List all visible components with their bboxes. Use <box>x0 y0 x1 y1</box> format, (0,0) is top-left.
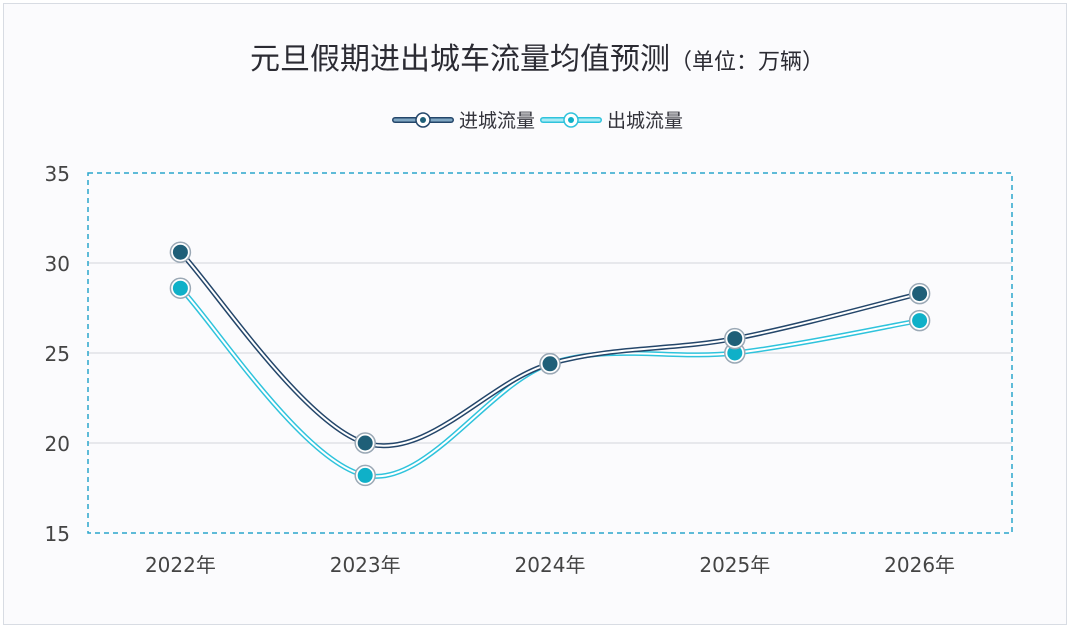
x-tick-label: 2024年 <box>515 553 586 577</box>
y-tick-label: 15 <box>45 522 70 546</box>
legend-label-inbound: 进城流量 <box>458 110 535 132</box>
series-line <box>178 250 921 449</box>
y-tick-label: 35 <box>45 162 70 186</box>
series-line-inner <box>179 287 920 478</box>
x-tick-label: 2022年 <box>145 553 216 577</box>
data-point <box>912 313 928 329</box>
chart-frame <box>3 3 1067 625</box>
legend-label-outbound: 出城流量 <box>607 110 684 132</box>
data-point <box>912 286 928 302</box>
legend-item-outbound[interactable]: 出城流量 <box>539 106 683 133</box>
data-point <box>357 435 373 451</box>
data-point <box>727 331 743 347</box>
legend-marker-outbound-icon <box>540 111 602 128</box>
y-tick-label: 30 <box>45 252 70 276</box>
x-tick-label: 2023年 <box>330 553 401 577</box>
x-tick-label: 2026年 <box>884 553 955 577</box>
series-line <box>178 286 921 479</box>
y-tick-label: 25 <box>45 342 70 366</box>
data-point <box>172 280 188 296</box>
title-text: 元旦假期进出城车流量均值预测 <box>249 42 670 77</box>
legend-item-inbound[interactable]: 进城流量 <box>391 106 535 133</box>
data-point <box>172 244 188 260</box>
data-point <box>542 356 558 372</box>
legend: 进城流量 出城流量 <box>0 106 1074 133</box>
y-tick-label: 20 <box>45 432 70 456</box>
data-point <box>727 345 743 361</box>
data-point <box>357 467 373 483</box>
plot-border <box>87 172 1013 534</box>
chart-title: 元旦假期进出城车流量均值预测（单位：万辆） <box>0 34 1074 78</box>
series-line-inner <box>179 251 920 447</box>
legend-marker-inbound-icon <box>391 111 454 128</box>
unit-label: （单位：万辆） <box>669 50 824 75</box>
x-tick-label: 2025年 <box>699 553 770 577</box>
